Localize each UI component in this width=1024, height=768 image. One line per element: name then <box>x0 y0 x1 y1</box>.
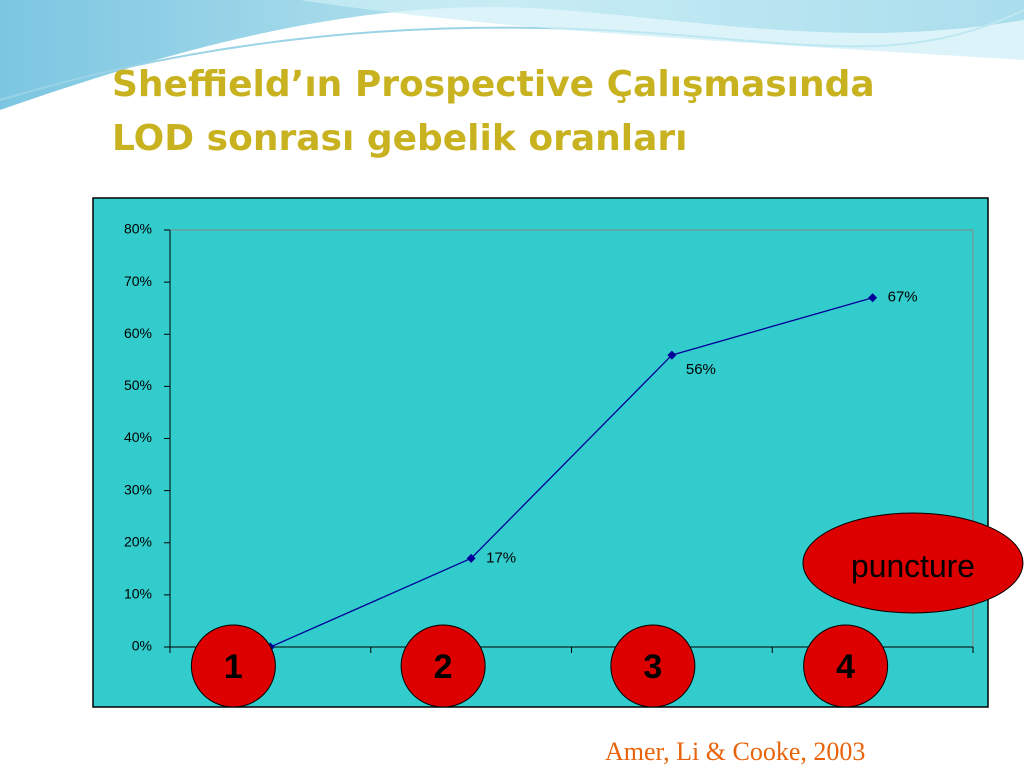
y-tick-label: 10% <box>124 586 152 602</box>
annotation: puncture <box>851 548 975 584</box>
category-badge <box>190 624 276 708</box>
data-line <box>270 297 873 648</box>
data-point <box>466 553 476 563</box>
x-tick-label: 3 <box>643 648 662 686</box>
title-line: Sheffield’ın Prospective Çalışmasında <box>112 64 875 105</box>
y-tick-label: 60% <box>124 325 152 341</box>
data-point <box>667 350 677 360</box>
category-badge <box>400 624 486 708</box>
data-label: 56% <box>686 361 716 378</box>
title-line: LOD sonrası gebelik oranları <box>112 118 687 159</box>
category-badge <box>610 624 696 708</box>
y-tick-label: 70% <box>124 273 152 289</box>
x-tick-label: 4 <box>836 648 855 686</box>
y-tick-label: 50% <box>124 377 152 393</box>
x-tick-label: 1 <box>224 648 243 686</box>
y-tick-label: 20% <box>124 533 152 549</box>
y-tick-label: 80% <box>124 221 152 237</box>
x-tick-label: 2 <box>434 648 453 686</box>
wave-decoration <box>300 0 1024 60</box>
y-tick-label: 40% <box>124 429 152 445</box>
y-tick-label: 0% <box>132 638 152 654</box>
plot-border <box>170 229 974 647</box>
annotation-badge <box>802 512 1024 614</box>
chart-area <box>92 197 989 708</box>
y-tick-label: 30% <box>124 481 152 497</box>
data-label: 17% <box>486 549 516 566</box>
data-point <box>868 293 878 303</box>
data-label: 67% <box>888 289 918 306</box>
category-badge <box>803 624 889 708</box>
source: Amer, Li & Cooke, 2003 <box>605 737 865 766</box>
